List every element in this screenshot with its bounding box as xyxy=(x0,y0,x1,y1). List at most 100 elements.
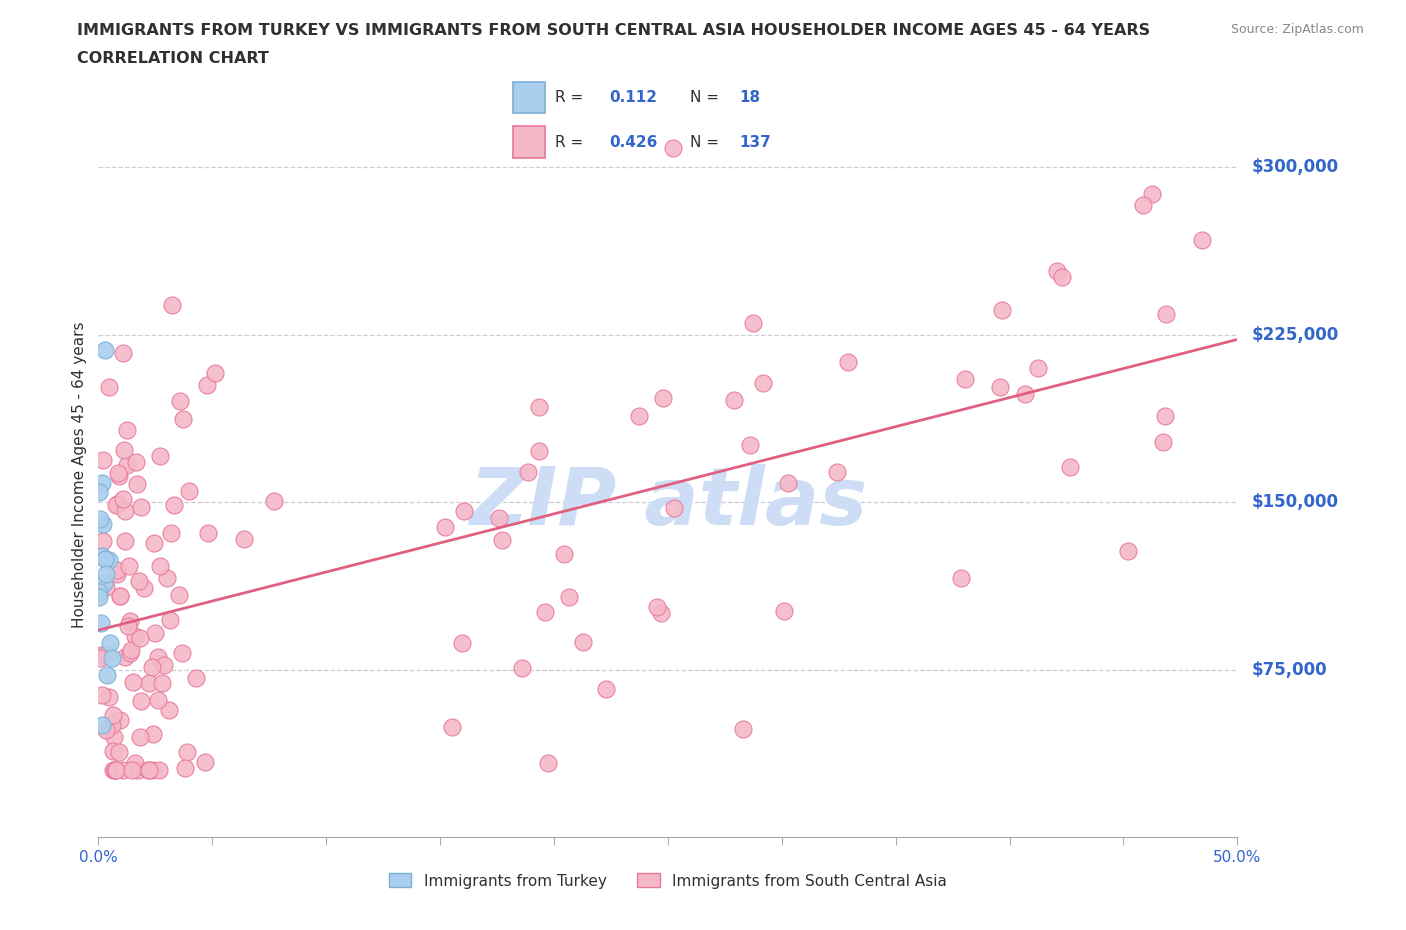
Point xyxy=(97,379,120,394)
Point xyxy=(143,535,166,550)
Point xyxy=(94,579,117,594)
Text: $300,000: $300,000 xyxy=(1251,158,1339,177)
Point xyxy=(128,631,150,645)
Point xyxy=(96,646,118,661)
Point xyxy=(662,140,685,155)
Text: 137: 137 xyxy=(740,135,770,150)
Point xyxy=(129,694,152,709)
Point xyxy=(1152,434,1174,449)
Point xyxy=(90,647,112,662)
Point xyxy=(118,558,141,573)
Point xyxy=(94,566,117,581)
Point xyxy=(91,453,114,468)
Point xyxy=(527,400,550,415)
Point xyxy=(103,763,125,777)
Point xyxy=(87,585,110,600)
Point xyxy=(118,645,141,660)
Point xyxy=(138,675,160,690)
Legend: Immigrants from Turkey, Immigrants from South Central Asia: Immigrants from Turkey, Immigrants from … xyxy=(382,868,953,895)
Point xyxy=(87,590,110,604)
Point xyxy=(114,649,136,664)
Point xyxy=(491,533,513,548)
Point xyxy=(94,551,117,566)
Point xyxy=(124,756,146,771)
Point xyxy=(177,484,200,498)
Point xyxy=(121,675,143,690)
Point xyxy=(731,721,754,736)
Point xyxy=(723,392,745,407)
Point xyxy=(112,346,135,361)
FancyBboxPatch shape xyxy=(513,82,546,113)
Point xyxy=(105,497,128,512)
Point xyxy=(157,702,180,717)
Point xyxy=(91,517,114,532)
Point xyxy=(91,534,114,549)
Point xyxy=(98,636,121,651)
Point xyxy=(93,576,115,591)
Text: R =: R = xyxy=(554,90,588,105)
Point xyxy=(104,763,127,777)
Point xyxy=(94,343,117,358)
Point xyxy=(558,590,581,604)
Point xyxy=(628,408,651,423)
Point xyxy=(776,475,799,490)
Point xyxy=(117,618,139,633)
Point xyxy=(141,763,163,777)
Point xyxy=(172,411,194,426)
Point xyxy=(100,718,122,733)
Point xyxy=(488,511,510,525)
Text: IMMIGRANTS FROM TURKEY VS IMMIGRANTS FROM SOUTH CENTRAL ASIA HOUSEHOLDER INCOME : IMMIGRANTS FROM TURKEY VS IMMIGRANTS FRO… xyxy=(77,23,1150,38)
Point xyxy=(98,552,121,567)
Point xyxy=(97,690,120,705)
Point xyxy=(1140,186,1163,201)
Y-axis label: Householder Income Ages 45 - 64 years: Householder Income Ages 45 - 64 years xyxy=(72,321,87,628)
Point xyxy=(148,650,170,665)
FancyBboxPatch shape xyxy=(513,126,546,158)
Point xyxy=(534,604,557,619)
Point xyxy=(89,651,111,666)
Text: ZIP atlas: ZIP atlas xyxy=(468,464,868,542)
Point xyxy=(141,659,163,674)
Point xyxy=(108,469,131,484)
Point xyxy=(90,718,112,733)
Point xyxy=(1052,270,1074,285)
Point xyxy=(107,465,129,480)
Point xyxy=(1154,306,1177,321)
Point xyxy=(90,616,112,631)
Text: $75,000: $75,000 xyxy=(1251,660,1327,679)
Point xyxy=(991,303,1014,318)
Point xyxy=(138,763,160,777)
Point xyxy=(87,485,110,499)
Point xyxy=(112,442,135,457)
Point xyxy=(949,570,972,585)
Point xyxy=(103,729,125,744)
Text: R =: R = xyxy=(554,135,588,150)
Point xyxy=(645,600,668,615)
Point xyxy=(108,589,131,604)
Text: 0.112: 0.112 xyxy=(610,90,658,105)
Point xyxy=(1132,197,1154,212)
Point xyxy=(90,476,112,491)
Point xyxy=(105,498,128,512)
Point xyxy=(512,661,534,676)
Point xyxy=(195,378,218,392)
Point xyxy=(1026,360,1049,375)
Point xyxy=(742,315,765,330)
Point xyxy=(664,500,686,515)
Point xyxy=(104,763,127,777)
Text: CORRELATION CHART: CORRELATION CHART xyxy=(77,51,269,66)
Point xyxy=(134,580,156,595)
Point xyxy=(128,574,150,589)
Point xyxy=(441,720,464,735)
Point xyxy=(101,743,124,758)
Point xyxy=(1014,387,1036,402)
Point xyxy=(101,708,124,723)
Point xyxy=(1154,409,1177,424)
Point xyxy=(160,526,183,541)
Point xyxy=(108,589,131,604)
Point xyxy=(173,761,195,776)
Text: 0.426: 0.426 xyxy=(610,135,658,150)
Point xyxy=(146,693,169,708)
Point xyxy=(105,563,128,578)
Point xyxy=(453,504,475,519)
